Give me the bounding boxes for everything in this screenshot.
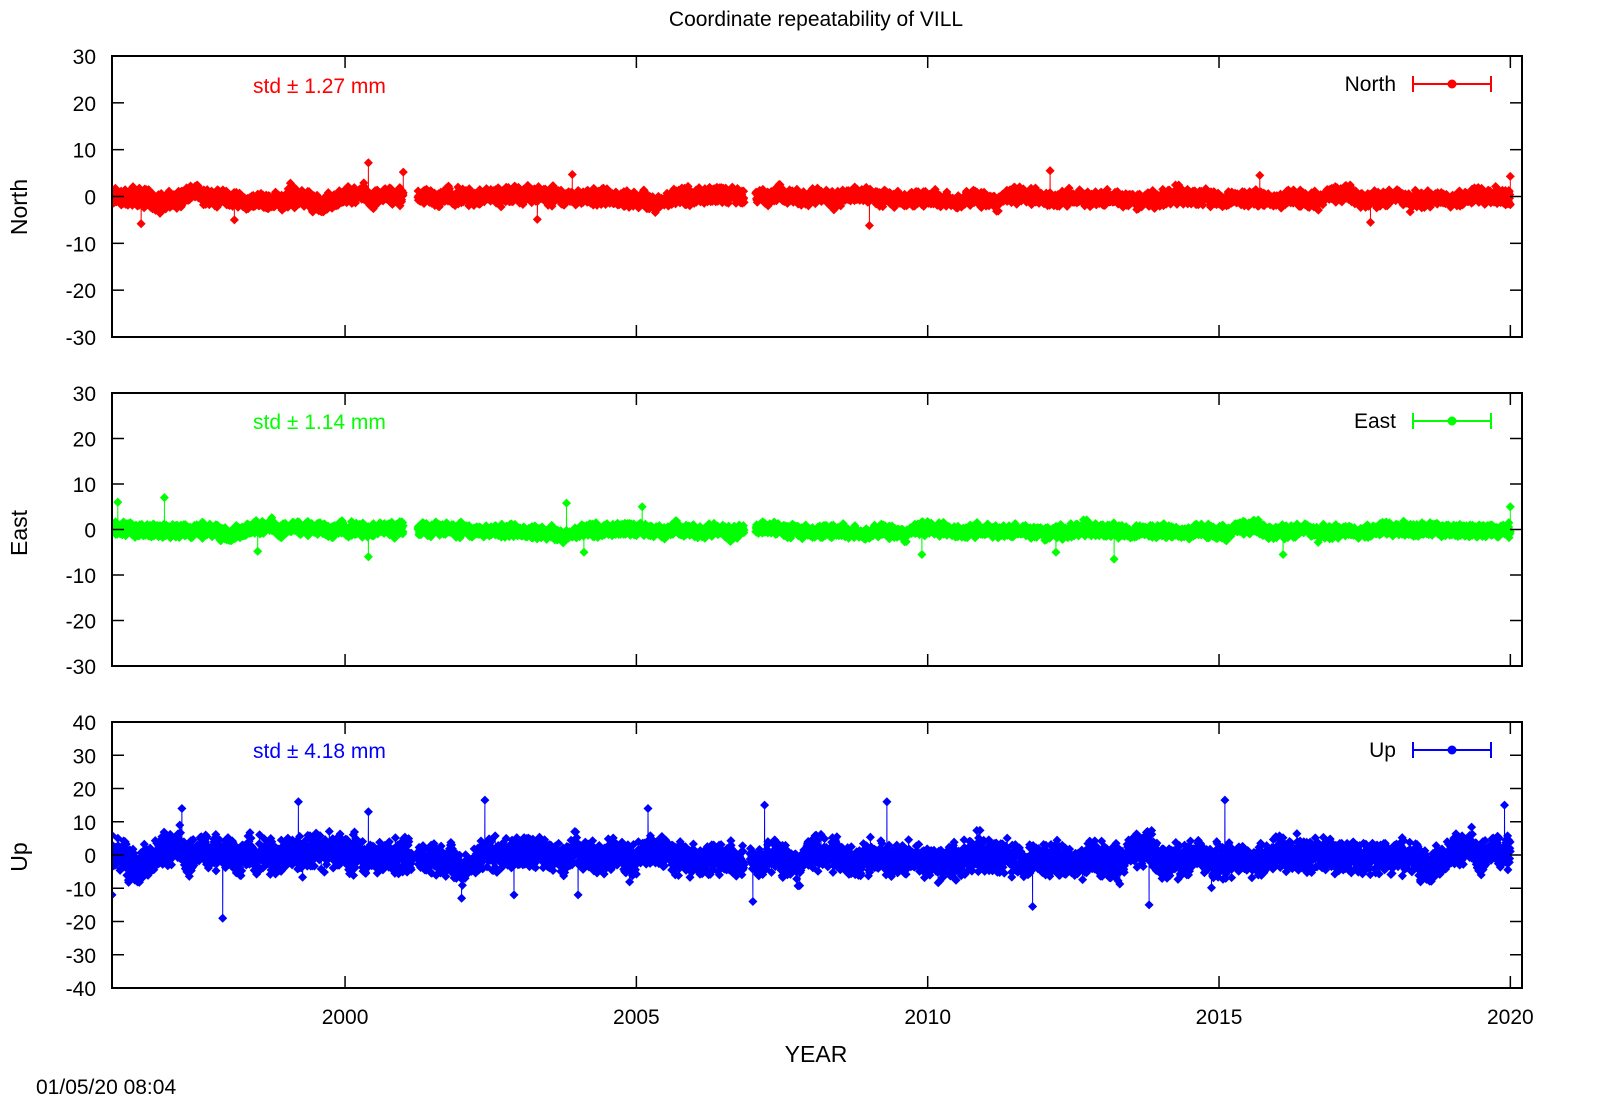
- north-point: [136, 219, 146, 229]
- chart-title: Coordinate repeatability of VILL: [669, 8, 963, 31]
- north-point: [1255, 170, 1265, 180]
- north-data-points: [112, 158, 1515, 231]
- north-point: [398, 167, 408, 177]
- north-point: [864, 220, 874, 231]
- north-point: [1045, 166, 1055, 176]
- north-point: [567, 169, 577, 180]
- north-point: [363, 158, 373, 168]
- north-point: [229, 215, 239, 225]
- north-point: [532, 214, 542, 224]
